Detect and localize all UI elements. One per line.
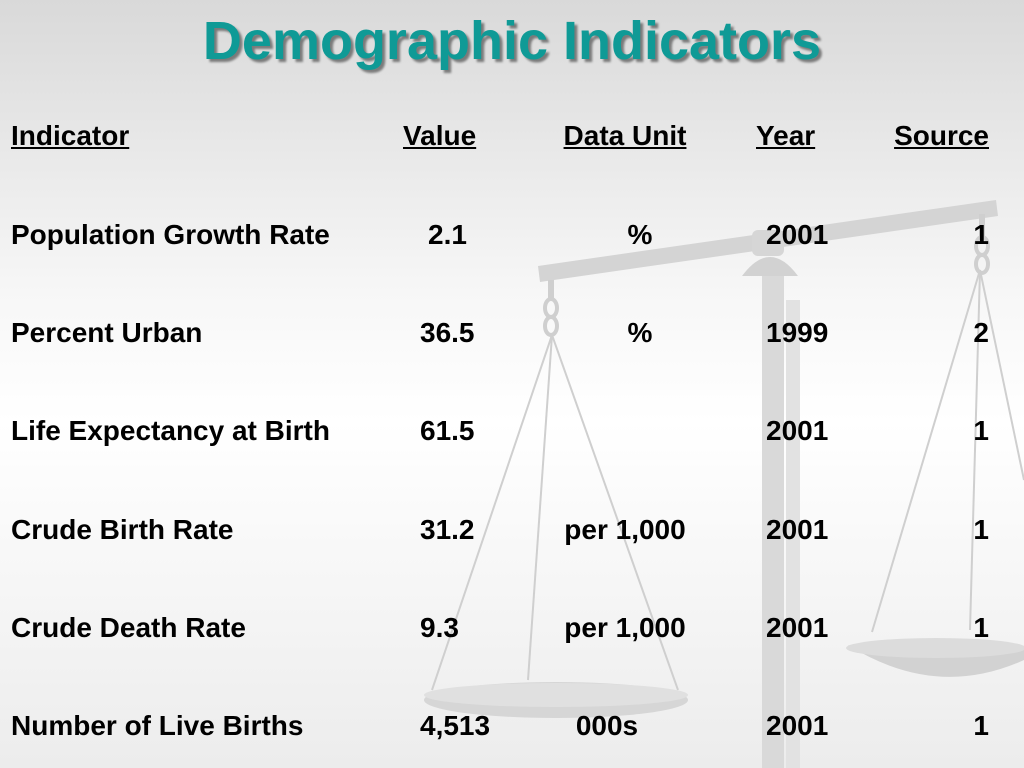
row-unit: per 1,000 [564, 612, 686, 643]
page-title: Demographic Indicators [202, 11, 822, 71]
row-year: 2001 [766, 514, 829, 545]
row-source: 2 [973, 317, 989, 348]
row-source: 1 [973, 415, 989, 446]
header-year: Year [756, 120, 816, 151]
header-indicator: Indicator [11, 120, 130, 151]
row-year: 1999 [766, 317, 829, 348]
row-unit: 000s [575, 710, 639, 741]
row-indicator: Number of Live Births [11, 710, 304, 741]
row-indicator: Crude Birth Rate [11, 514, 234, 545]
row-indicator: Life Expectancy at Birth [11, 415, 330, 446]
row-year: 2001 [766, 219, 829, 250]
header-value: Value [403, 120, 477, 151]
row-source: 1 [973, 612, 989, 643]
row-value: 61.5 [420, 415, 475, 446]
header-data-unit: Data Unit [563, 120, 687, 151]
row-year: 2001 [766, 415, 829, 446]
row-unit: % [627, 219, 653, 250]
row-unit: per 1,000 [564, 514, 686, 545]
row-value: 2.1 [428, 219, 467, 250]
row-indicator: Population Growth Rate [11, 219, 330, 250]
row-indicator: Crude Death Rate [11, 612, 246, 643]
row-value: 36.5 [420, 317, 475, 348]
row-value: 9.3 [420, 612, 459, 643]
row-year: 2001 [766, 612, 829, 643]
row-unit: % [627, 317, 653, 348]
row-source: 1 [973, 219, 989, 250]
row-source: 1 [973, 710, 989, 741]
row-source: 1 [973, 514, 989, 545]
row-value: 4,513 [420, 710, 491, 741]
row-indicator: Percent Urban [11, 317, 203, 348]
row-value: 31.2 [420, 514, 475, 545]
row-year: 2001 [766, 710, 829, 741]
header-source: Source [894, 120, 989, 151]
